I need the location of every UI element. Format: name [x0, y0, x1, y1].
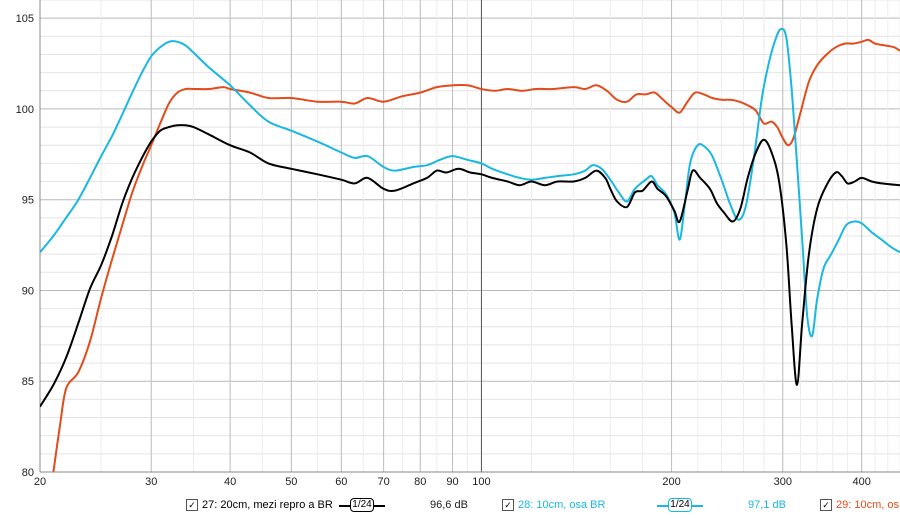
x-tick-label: 300 [774, 476, 792, 488]
series-3-line [52, 38, 900, 472]
series-2-smoothing[interactable]: 1/24 [657, 498, 703, 512]
y-tick-label: 90 [22, 285, 34, 297]
x-tick-label: 400 [852, 476, 870, 488]
x-tick-label: 70 [377, 476, 389, 488]
x-axis-ticks: 20 30 40 50 60 70 80 90 100 200 300 400 [34, 476, 871, 488]
x-tick-label: 80 [414, 476, 426, 488]
x-tick-label: 200 [662, 476, 680, 488]
series-2-checkbox[interactable]: ✓ [502, 499, 514, 511]
series-2-smoothing-label: 1/24 [668, 498, 692, 512]
series-3-label: 29: 10cm, os [836, 499, 899, 511]
series-2-line [40, 27, 900, 338]
legend-item-series-2[interactable]: ✓ 28: 10cm, osa BR [502, 497, 605, 513]
legend-item-series-3[interactable]: ✓ 29: 10cm, os [820, 497, 899, 513]
x-tick-label: 50 [285, 476, 297, 488]
chart-curves [40, 27, 900, 472]
y-tick-label: 95 [22, 195, 34, 207]
y-tick-label: 105 [16, 13, 34, 25]
x-tick-label: 90 [446, 476, 458, 488]
series-2-label: 28: 10cm, osa BR [518, 499, 606, 511]
y-tick-label: 80 [22, 467, 34, 479]
x-tick-label: 30 [145, 476, 157, 488]
series-1-smoothing-label: 1/24 [350, 498, 374, 512]
frequency-response-chart: 20 30 40 50 60 70 80 90 100 200 300 400 80 85 90 95 100… [16, 0, 900, 488]
y-tick-label: 100 [16, 104, 34, 116]
y-tick-label: 85 [22, 376, 34, 388]
series-1-checkbox[interactable]: ✓ [186, 499, 198, 511]
y-axis-ticks: 80 85 90 95 100 105 [16, 13, 34, 479]
series-1-smoothing[interactable]: 1/24 [339, 498, 385, 512]
x-tick-label: 100 [472, 476, 490, 488]
x-tick-label: 40 [224, 476, 236, 488]
series-1-label: 27: 20cm, mezi repro a BR [202, 499, 333, 511]
series-1-line [40, 124, 900, 408]
x-tick-label: 20 [34, 476, 46, 488]
series-2-level: 97,1 dB [748, 499, 786, 511]
chart-grid [39, 0, 900, 473]
legend-item-series-1[interactable]: ✓ 27: 20cm, mezi repro a BR [186, 497, 333, 513]
series-1-level: 96,6 dB [430, 499, 468, 511]
legend: ✓ 27: 20cm, mezi repro a BR 1/24 96,6 dB… [0, 495, 900, 518]
x-tick-label: 60 [335, 476, 347, 488]
series-3-checkbox[interactable]: ✓ [820, 499, 832, 511]
